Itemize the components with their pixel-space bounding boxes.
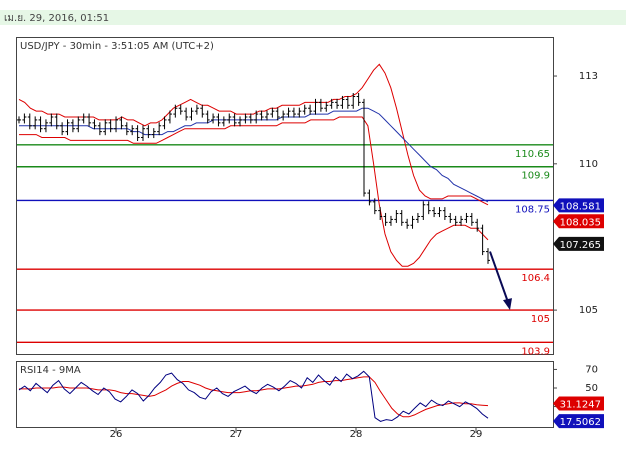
ma-line	[19, 107, 489, 203]
lower-band	[19, 116, 489, 267]
x-tick-label-3: 29	[470, 429, 483, 440]
price-badge-bg-2	[553, 236, 604, 251]
forecast-arrow-head	[503, 298, 512, 311]
price-badge-label-1: 108.035	[560, 217, 601, 228]
price-y-axis: 113110108105	[553, 71, 598, 316]
forecast-arrow-shaft	[489, 251, 509, 303]
rsi-ma-line	[19, 376, 489, 418]
date-text: เม.ย. 29, 2016, 01:51	[4, 13, 110, 24]
price-tick-label-0: 113	[579, 71, 598, 82]
upper-band	[18, 63, 489, 206]
x-tick-label-1: 27	[230, 429, 243, 440]
rsi-axis-badges: 31.1247 17.5062	[553, 396, 604, 429]
level-label-5: 103.9	[521, 346, 550, 357]
level-label-0: 110.65	[515, 149, 550, 160]
price-badge-label-2: 107.265	[560, 240, 601, 251]
level-label-2: 108.75	[515, 204, 550, 215]
x-axis: 26 27 28 29	[110, 428, 483, 440]
rsi-chart-title: RSI14 - 9MA	[20, 365, 81, 376]
price-levels: 110.65 109.9 108.75 106.4 105 103.9	[17, 144, 553, 357]
price-panel-frame	[16, 37, 554, 355]
rsi-badge-bg-0	[553, 396, 604, 411]
price-badge-bg-0	[553, 198, 604, 213]
moving-average	[19, 107, 489, 203]
rsi-badge-label-1: 17.5062	[560, 417, 601, 428]
rsi-badge-label-0: 31.1247	[560, 400, 601, 411]
bollinger-bands	[18, 63, 489, 267]
rsi-tick-label-1: 50	[585, 383, 598, 394]
price-tick-label-1: 110	[579, 159, 598, 170]
price-tick-label-3: 105	[579, 305, 598, 316]
price-badge-bg-1	[553, 214, 604, 229]
level-label-1: 109.9	[521, 171, 550, 182]
price-series	[17, 93, 490, 264]
x-tick-label-0: 26	[110, 429, 123, 440]
rsi-panel-frame	[16, 361, 554, 428]
level-label-4: 105	[531, 314, 550, 325]
rsi-series	[18, 370, 489, 422]
rsi-badge-bg-1	[553, 414, 604, 429]
price-badge-label-0: 108.581	[560, 201, 601, 212]
forecast-arrow	[489, 251, 512, 311]
date-bar	[0, 10, 626, 25]
x-tick-label-2: 28	[350, 429, 363, 440]
price-axis-badges: 108.581 108.035 107.265	[553, 198, 604, 251]
rsi-line	[18, 370, 489, 422]
price-chart-title: USD/JPY - 30min - 3:51:05 AM (UTC+2)	[20, 41, 214, 52]
rsi-tick-label-0: 70	[585, 364, 598, 375]
date-strip: เม.ย. 29, 2016, 01:51	[0, 0, 626, 30]
level-label-3: 106.4	[521, 273, 550, 284]
